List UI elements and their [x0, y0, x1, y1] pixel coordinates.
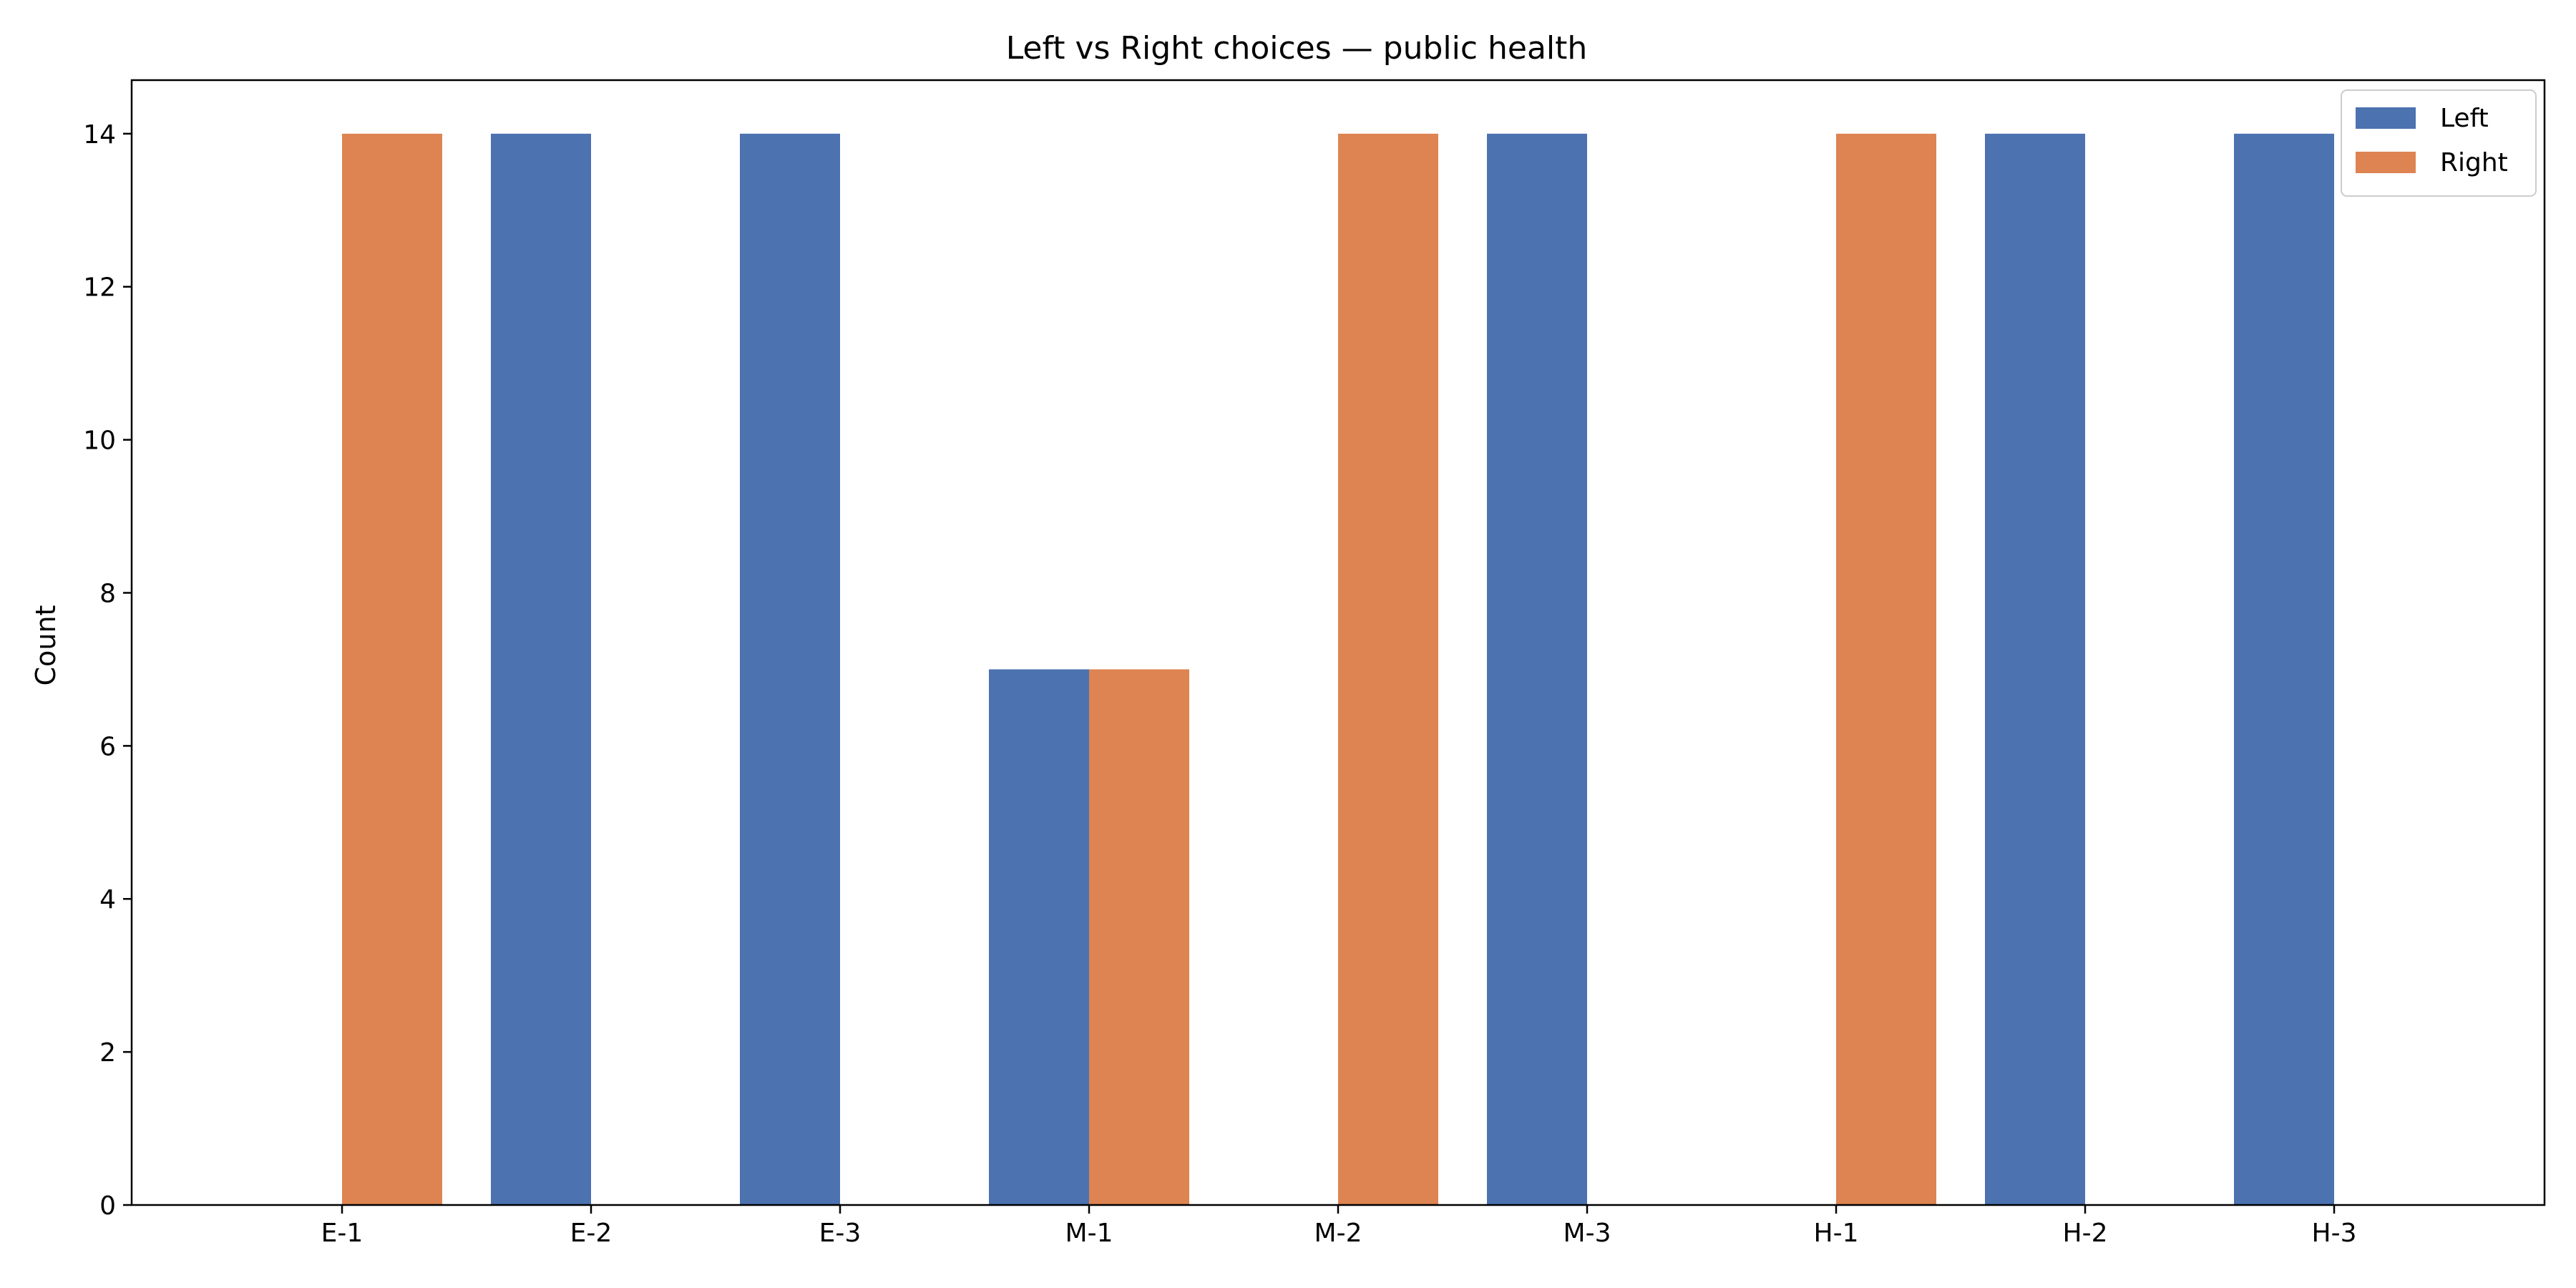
x-tick-label: H-2 [2063, 1219, 2108, 1248]
legend-label-left: Left [2440, 104, 2489, 133]
chart-title: Left vs Right choices — public health [1006, 30, 1588, 67]
bar-left-h-2 [1985, 133, 2085, 1205]
y-tick-label: 8 [99, 579, 116, 608]
y-tick-label: 2 [99, 1038, 116, 1068]
legend-swatch-left [2356, 107, 2416, 129]
bars-group [342, 133, 2334, 1205]
bar-right-e-1 [342, 133, 442, 1205]
bar-right-m-1 [1089, 669, 1189, 1205]
y-tick-label: 6 [99, 732, 116, 761]
legend-swatch-right [2356, 152, 2416, 173]
bar-right-m-2 [1338, 133, 1438, 1205]
x-tick-label: M-1 [1065, 1219, 1113, 1248]
y-tick-label: 14 [83, 120, 116, 150]
x-axis: E-1 E-2 E-3 M-1 M-2 M-3 H-1 H-2 H-3 [321, 1205, 2357, 1248]
x-tick-label: M-2 [1314, 1219, 1362, 1248]
x-tick-label: H-3 [2312, 1219, 2357, 1248]
x-tick-label: M-3 [1563, 1219, 1611, 1248]
x-tick-label: E-3 [819, 1219, 862, 1248]
x-tick-label: E-2 [570, 1219, 613, 1248]
bar-left-m-1 [989, 669, 1089, 1205]
bar-left-e-3 [740, 133, 840, 1205]
bar-left-h-3 [2234, 133, 2334, 1205]
x-tick-label: H-1 [1814, 1219, 1859, 1248]
legend-box [2341, 89, 2537, 197]
y-tick-label: 4 [99, 885, 116, 914]
y-axis: 0 2 4 6 8 10 12 14 [83, 120, 132, 1221]
y-tick-label: 0 [99, 1191, 116, 1221]
bar-left-e-2 [491, 133, 591, 1205]
legend-label-right: Right [2440, 148, 2508, 177]
y-axis-label: Count [30, 605, 62, 686]
y-tick-label: 12 [83, 273, 116, 303]
x-tick-label: E-1 [321, 1219, 364, 1248]
bar-left-m-3 [1487, 133, 1587, 1205]
legend: Left Right [2341, 89, 2537, 197]
bar-right-h-1 [1836, 133, 1936, 1205]
y-tick-label: 10 [83, 426, 116, 456]
